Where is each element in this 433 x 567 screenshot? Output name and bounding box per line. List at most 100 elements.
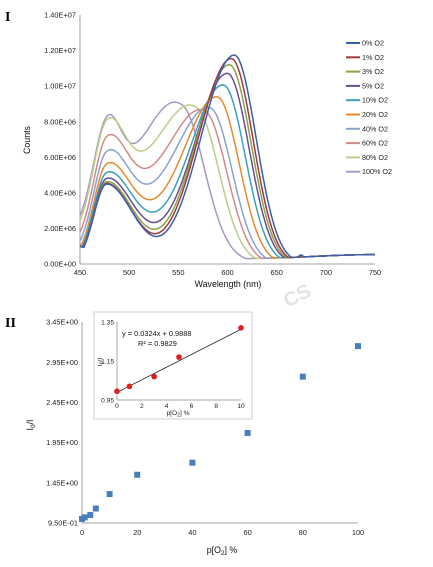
x-tick-label: 60 — [243, 528, 251, 537]
inset-x-axis-title-subscript: 2 — [177, 413, 180, 419]
data-point — [134, 471, 141, 478]
x-tick-label: 500 — [123, 268, 135, 277]
inset-y-axis-title-rest: /I — [97, 358, 104, 362]
x-tick-label: 40 — [188, 528, 196, 537]
legend-label: 0% O2 — [362, 39, 384, 48]
stern-volmer-chart: II 9.50E-01 1.45E+00 1.95E+00 2.45E+00 2.95E… — [5, 311, 364, 557]
panel-label-ii: II — [5, 316, 16, 331]
data-point — [81, 514, 88, 521]
x-tick-label: 0 — [80, 528, 84, 537]
legend-label: 40% O2 — [362, 124, 388, 133]
inset-y-tick-label: 1.35 — [101, 319, 114, 326]
legend-label: 3% O2 — [362, 67, 384, 76]
inset-frame — [93, 311, 253, 420]
y-axis-ticks: 9.50E-01 1.45E+00 1.95E+00 2.45E+00 2.95E+00… — [46, 318, 78, 528]
inset-data-point — [238, 325, 244, 331]
x-tick-label: 450 — [74, 268, 86, 277]
y-tick-label: 1.20E+07 — [44, 46, 76, 55]
y-tick-label: 8.00E+06 — [44, 117, 76, 126]
y-tick-label: 4.00E+06 — [44, 188, 76, 197]
series-line — [79, 104, 375, 260]
y-axis-title-rest: /I — [25, 420, 35, 425]
inset-data-point — [151, 373, 157, 380]
x-axis-title-subscript: 2 — [221, 550, 225, 557]
watermark-text: CS — [280, 280, 315, 312]
x-axis-ticks: 450 500 550 600 650 700 750 — [74, 268, 381, 277]
inset-data-point — [114, 388, 120, 395]
y-tick-label: 1.00E+07 — [44, 82, 76, 91]
series-line — [79, 84, 375, 259]
legend-label: 5% O2 — [362, 81, 384, 90]
inset-data-point — [126, 383, 133, 390]
x-axis-title: p[O2] % — [207, 545, 238, 557]
inset-x-axis-ticks: 0 2 4 6 8 10 — [115, 403, 245, 410]
y-tick-label: 1.45E+00 — [46, 478, 78, 487]
series-lines — [79, 54, 375, 260]
legend-label: 1% O2 — [362, 53, 384, 62]
y-tick-label: 1.95E+00 — [46, 438, 78, 447]
data-point — [92, 505, 99, 512]
legend-label: 20% O2 — [362, 110, 388, 119]
y-tick-label: 2.95E+00 — [46, 358, 78, 367]
data-point — [244, 429, 251, 436]
y-axis-title: Counts — [22, 125, 32, 153]
data-point — [355, 343, 361, 350]
series-line — [79, 54, 375, 259]
inset-x-tick-label: 8 — [214, 403, 218, 410]
data-point — [189, 459, 196, 466]
inset-x-tick-label: 10 — [237, 403, 245, 410]
inset-y-tick-label: 1.15 — [101, 358, 114, 365]
x-axis-ticks: 0 20 40 60 80 100 — [80, 528, 364, 537]
data-point — [87, 511, 94, 518]
x-tick-label: 20 — [133, 528, 141, 537]
inset-y-axis-title-subscript: 0 — [100, 361, 106, 364]
inset-data-point — [176, 354, 182, 360]
y-tick-label: 2.45E+00 — [46, 398, 78, 407]
y-tick-label: 3.45E+00 — [46, 318, 78, 327]
x-axis-title-rest: ] % — [225, 545, 238, 555]
emission-spectra-chart: I 0.00E+00 2.00E+06 4.00E+06 6.00E+06 8.00E+… — [5, 10, 392, 289]
inset-x-tick-label: 2 — [140, 403, 144, 410]
x-tick-label: 550 — [172, 268, 184, 277]
inset-x-tick-label: 4 — [165, 403, 169, 410]
y-axis-title: I0/I — [25, 420, 37, 431]
inset-x-tick-label: 6 — [190, 403, 194, 410]
inset-y-axis-title: I0/I — [97, 358, 106, 367]
inset-x-axis-title: p[O2] % — [166, 410, 189, 419]
y-axis-ticks: 0.00E+00 2.00E+06 4.00E+06 6.00E+06 8.00E+06… — [44, 11, 76, 269]
legend-label: 80% O2 — [362, 153, 388, 162]
x-tick-label: 750 — [369, 268, 381, 277]
panel-label-i: I — [5, 10, 10, 25]
inset-chart: 0.95 1.15 1.35 0 2 4 6 8 10 y = 0.0324x + 0.988… — [93, 311, 253, 420]
x-tick-label: 700 — [320, 268, 332, 277]
r-squared: R² = 0.9829 — [138, 339, 177, 348]
inset-x-tick-label: 0 — [115, 403, 119, 410]
x-tick-label: 600 — [221, 268, 233, 277]
y-tick-label: 6.00E+06 — [44, 153, 76, 162]
y-axis-title-subscript: 0 — [30, 424, 37, 428]
legend-label: 100% O2 — [362, 167, 392, 176]
inset-trendline — [116, 328, 242, 393]
data-point — [299, 373, 306, 380]
x-tick-label: 100 — [352, 528, 364, 537]
inset-data-points — [114, 325, 244, 395]
legend-label: 10% O2 — [362, 96, 388, 105]
series-line — [79, 101, 375, 260]
inset-x-axis-title-rest: ] % — [180, 410, 190, 417]
y-tick-label: 2.00E+06 — [44, 224, 76, 233]
series-line — [79, 72, 375, 259]
y-tick-label: 0.00E+00 — [44, 260, 76, 269]
y-tick-label: 9.50E-01 — [48, 519, 78, 528]
data-point — [106, 491, 113, 498]
data-points — [79, 343, 361, 522]
y-tick-label: 1.40E+07 — [44, 11, 76, 20]
x-tick-label: 80 — [299, 528, 307, 537]
x-tick-label: 650 — [270, 268, 282, 277]
legend-label: 60% O2 — [362, 139, 388, 148]
inset-y-tick-label: 0.95 — [101, 397, 114, 404]
legend: 0% O2 1% O2 3% O2 5% O2 10% O2 20% O2 40% O2 60… — [346, 39, 392, 176]
trendline-equation: y = 0.0324x + 0.9888 — [122, 329, 191, 338]
inset-y-axis-ticks: 0.95 1.15 1.35 — [101, 319, 114, 404]
x-axis-title: Wavelength (nm) — [195, 279, 262, 289]
